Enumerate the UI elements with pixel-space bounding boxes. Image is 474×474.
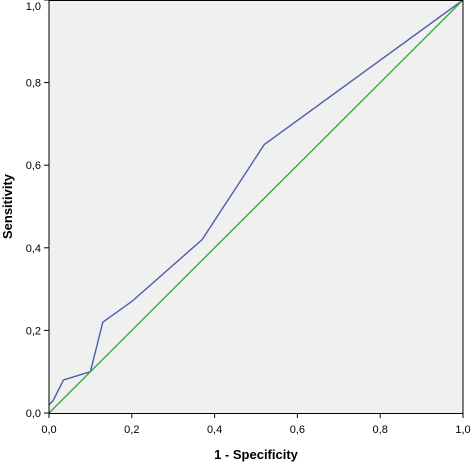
x-axis-title: 1 - Specificity: [214, 447, 299, 462]
x-tick-label: 0,8: [373, 424, 388, 436]
y-tick-label: 0,4: [26, 243, 41, 255]
y-tick-label: 0,8: [26, 78, 41, 90]
y-axis: 0,0 0,2 0,4 0,6 0,8 1,0: [26, 0, 49, 420]
x-axis: 0,0 0,2 0,4 0,6 0,8 1,0: [41, 413, 471, 436]
reference-line: [48, 0, 464, 414]
y-tick-label: 0,0: [26, 408, 41, 420]
x-tick-label: 0,0: [41, 424, 56, 436]
roc-curve-line: [48, 0, 464, 406]
series-layer: [48, 0, 464, 414]
y-tick-label: 0,6: [26, 160, 41, 172]
x-tick-label: 0,2: [124, 424, 139, 436]
y-tick-label: 1,0: [26, 1, 41, 13]
x-tick-label: 0,6: [290, 424, 305, 436]
y-tick-label: 0,2: [26, 325, 41, 337]
x-tick-label: 1,0: [455, 424, 470, 436]
x-tick-label: 0,4: [207, 424, 222, 436]
y-axis-title: Sensitivity: [0, 173, 15, 239]
plot-frame: [48, 0, 464, 414]
